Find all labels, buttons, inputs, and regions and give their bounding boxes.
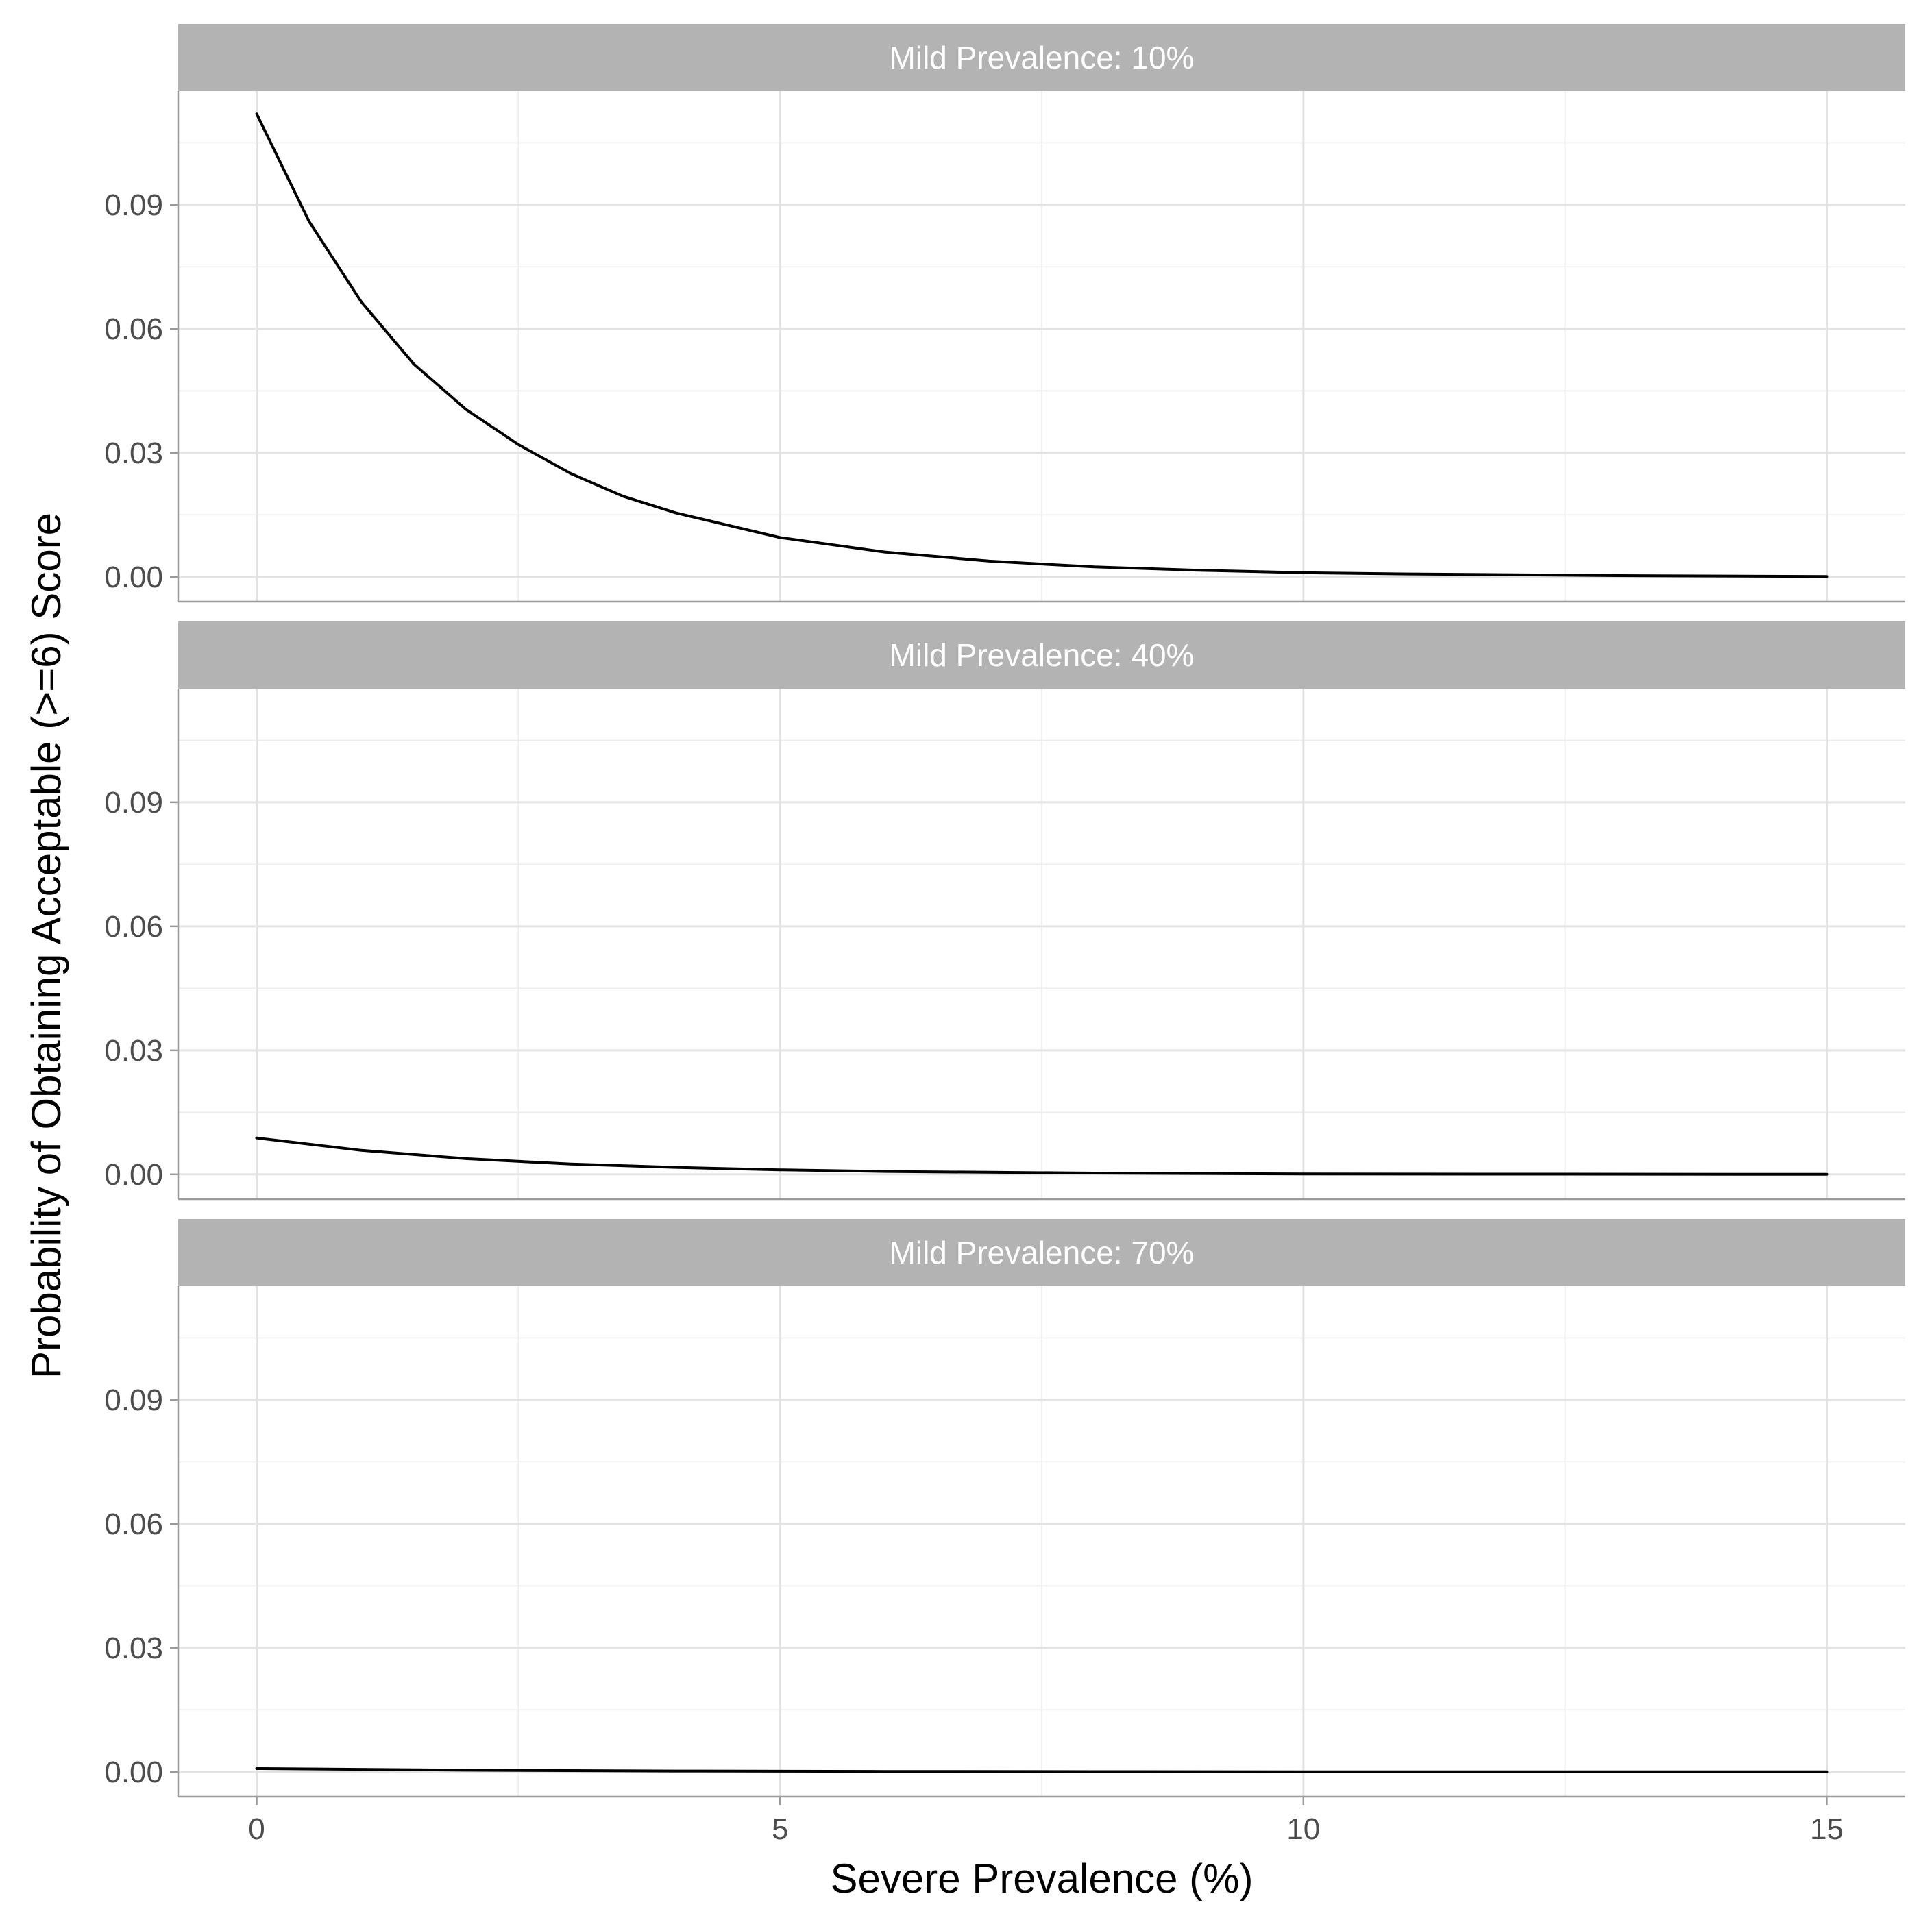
y-tick-label: 0.09 xyxy=(104,188,163,222)
x-tick-label: 5 xyxy=(772,1812,788,1846)
y-tick-label: 0.00 xyxy=(104,1756,163,1789)
facet-strip-label: Mild Prevalence: 10% xyxy=(890,40,1195,75)
y-tick-label: 0.09 xyxy=(104,786,163,820)
panels-layer: Mild Prevalence: 10%0.000.030.060.09Mild… xyxy=(104,24,1905,1846)
facet-strip xyxy=(178,621,1905,689)
x-axis-title: Severe Prevalence (%) xyxy=(831,1856,1254,1901)
series-line xyxy=(255,1136,1829,1176)
y-tick-label: 0.06 xyxy=(104,910,163,944)
facet-strip-label: Mild Prevalence: 70% xyxy=(890,1235,1195,1270)
y-axis-title: Probability of Obtaining Acceptable (>=6… xyxy=(23,513,69,1379)
y-tick-label: 0.06 xyxy=(104,312,163,346)
facet-panel: Mild Prevalence: 40% 0.00 0.03 0.06 0.09 xyxy=(104,621,1905,1201)
x-tick-label: 15 xyxy=(1810,1812,1844,1846)
facet-strip-label: Mild Prevalence: 40% xyxy=(890,637,1195,673)
x-tick-label: 10 xyxy=(1286,1812,1320,1846)
series-line xyxy=(255,112,1829,578)
y-tick-label: 0.03 xyxy=(104,1034,163,1068)
y-tick-label: 0.09 xyxy=(104,1383,163,1417)
y-tick-label: 0.00 xyxy=(104,561,163,594)
series-line xyxy=(255,1767,1829,1773)
y-tick-label: 0.03 xyxy=(104,1632,163,1665)
facet-panel: Mild Prevalence: 70% 0.00 0.03 0.06 0.09 xyxy=(104,1219,1905,1798)
y-tick-label: 0.00 xyxy=(104,1158,163,1192)
facet-panel: Mild Prevalence: 10% 0.00 0.03 0.06 0.09 xyxy=(104,24,1905,603)
y-tick-label: 0.03 xyxy=(104,436,163,470)
facet-strip xyxy=(178,24,1905,91)
y-tick-label: 0.06 xyxy=(104,1507,163,1541)
facet-strip xyxy=(178,1219,1905,1286)
x-tick-label: 0 xyxy=(248,1812,265,1846)
